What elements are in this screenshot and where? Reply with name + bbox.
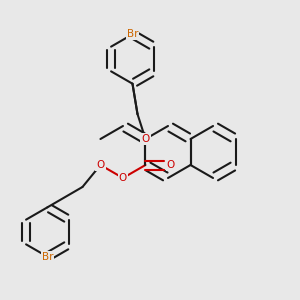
Text: O: O [96, 160, 105, 170]
Text: O: O [167, 160, 175, 170]
Text: Br: Br [127, 29, 138, 39]
Text: Br: Br [42, 252, 53, 262]
Text: O: O [119, 173, 127, 183]
Text: O: O [141, 134, 150, 144]
